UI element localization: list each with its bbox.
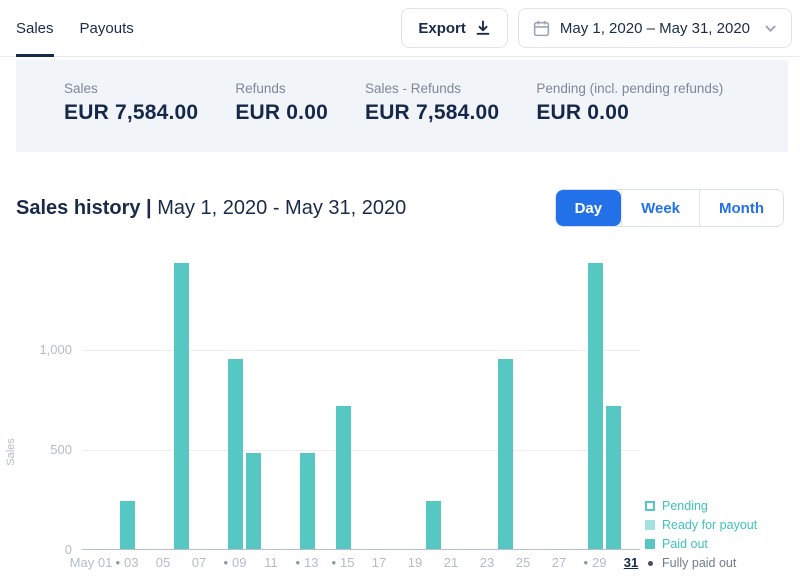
x-axis: May 01 • 03 05 07 • 09 11 • 13 • 15 17 19 21 23 25 27 • 29 3… <box>70 555 640 577</box>
legend-label: Ready for payout <box>662 518 758 532</box>
x-tick-day-17: 17 <box>371 555 387 570</box>
x-tick-day-7: 07 <box>191 555 207 570</box>
x-tick-day-9: • 09 <box>223 555 247 570</box>
bar-day-20[interactable] <box>425 501 441 549</box>
x-tick-day-13: • 13 <box>295 555 319 570</box>
fully-paid-dot-day-29: • <box>583 555 589 570</box>
y-tick-500: 500 <box>50 442 72 457</box>
export-button[interactable]: Export <box>401 8 508 48</box>
chart-plot <box>82 250 640 550</box>
x-tick-day-11: 11 <box>264 555 278 570</box>
tab-sales-label: Sales <box>16 19 54 37</box>
y-tick-1000: 1,000 <box>39 342 72 357</box>
y-tick-0: 0 <box>64 542 72 557</box>
x-tick-day-21: 21 <box>443 555 459 570</box>
summary-refunds: Refunds EUR 0.00 <box>235 81 328 152</box>
legend-item-pending: Pending <box>645 499 757 513</box>
calendar-icon <box>532 19 551 38</box>
summary-sales: Sales EUR 7,584.00 <box>64 81 198 152</box>
legend-label: Fully paid out <box>662 556 737 570</box>
bar-day-13[interactable] <box>299 453 315 549</box>
export-button-label: Export <box>418 19 466 37</box>
x-tick-day-25: 25 <box>515 555 531 570</box>
summary-sales-minus-refunds-value: EUR 7,584.00 <box>364 101 500 124</box>
summary-pending-value: EUR 0.00 <box>536 101 629 124</box>
bar-day-6[interactable] <box>173 263 189 549</box>
bar-day-30[interactable] <box>605 406 621 549</box>
legend-item-paid-out: Paid out <box>645 537 757 551</box>
date-range-label: May 1, 2020 – May 31, 2020 <box>559 19 750 37</box>
legend-swatch-outline <box>645 501 655 511</box>
sales-history-chart: Sales 0 500 1,000 May 01 • 03 05 07 • 09 11 • 13 • 15… <box>0 250 800 580</box>
bar-day-15[interactable] <box>335 406 351 549</box>
x-tick-day-31[interactable]: 31 <box>623 555 639 570</box>
legend-label: Pending <box>662 499 708 513</box>
x-tick-day-29: • 29 <box>583 555 607 570</box>
y-axis: 0 500 1,000 <box>0 250 72 557</box>
sales-history-date-range: May 1, 2020 - May 31, 2020 <box>157 196 407 219</box>
x-tick-day-1: May 01 <box>69 555 113 570</box>
bar-day-29[interactable] <box>587 263 603 549</box>
bar-day-3[interactable] <box>119 501 135 549</box>
granularity-toggle: Day Week Month <box>554 189 784 227</box>
toggle-month[interactable]: Month <box>699 190 783 226</box>
fully-paid-dot-day-15: • <box>331 555 337 570</box>
toggle-week[interactable]: Week <box>621 190 700 226</box>
x-tick-day-23: 23 <box>479 555 495 570</box>
download-icon <box>475 20 491 36</box>
toggle-day[interactable]: Day <box>555 190 622 226</box>
summary-sales-value: EUR 7,584.00 <box>64 101 199 124</box>
summary-refunds-label: Refunds <box>235 81 286 96</box>
chart-legend: Pending Ready for payout Paid out Fully pai… <box>645 499 757 575</box>
sales-history-header: Sales history | May 1, 2020 - May 31, 20… <box>16 188 784 228</box>
legend-swatch-dot <box>645 558 655 568</box>
bar-day-10[interactable] <box>245 453 261 549</box>
page-title: Sales history | May 1, 2020 - May 31, 20… <box>16 197 406 220</box>
summary-refunds-value: EUR 0.00 <box>235 101 328 124</box>
summary-sales-minus-refunds-label: Sales - Refunds <box>364 81 462 96</box>
nav-actions: Export May 1, 2020 – May 31, 2020 <box>401 8 792 48</box>
gridline-500 <box>82 450 640 451</box>
tab-payouts[interactable]: Payouts <box>80 0 134 56</box>
x-tick-day-15: • 15 <box>331 555 355 570</box>
fully-paid-dot-day-3: • <box>115 555 121 570</box>
x-tick-day-5: 05 <box>155 555 171 570</box>
fully-paid-dot-day-9: • <box>223 555 229 570</box>
chevron-down-icon <box>763 21 778 36</box>
x-tick-day-19: 19 <box>407 555 423 570</box>
legend-item-fully-paid-out: Fully paid out <box>645 556 757 570</box>
legend-swatch-light <box>645 520 655 530</box>
legend-label: Paid out <box>662 537 708 551</box>
bar-day-24[interactable] <box>497 359 513 549</box>
tab-payouts-label: Payouts <box>79 19 134 37</box>
legend-item-ready-for-payout: Ready for payout <box>645 518 757 532</box>
sales-history-title: Sales history | <box>16 196 152 219</box>
top-navigation: Sales Payouts Export May 1, 2020 – May 3… <box>0 0 800 57</box>
gridline-1000 <box>82 350 640 351</box>
summary-pending: Pending (incl. pending refunds) EUR 0.00 <box>536 81 723 152</box>
tab-sales[interactable]: Sales <box>16 0 54 57</box>
summary-sales-minus-refunds: Sales - Refunds EUR 7,584.00 <box>365 81 499 152</box>
date-range-picker[interactable]: May 1, 2020 – May 31, 2020 <box>517 8 792 48</box>
x-tick-day-27: 27 <box>551 555 567 570</box>
legend-swatch-solid <box>645 539 655 549</box>
nav-tabs: Sales Payouts <box>16 0 134 57</box>
summary-pending-label: Pending (incl. pending refunds) <box>536 81 724 96</box>
summary-panel: Sales EUR 7,584.00 Refunds EUR 0.00 Sale… <box>16 60 788 152</box>
bar-day-9[interactable] <box>227 359 243 549</box>
summary-sales-label: Sales <box>64 81 98 96</box>
fully-paid-dot-day-13: • <box>295 555 301 570</box>
x-tick-day-3: • 03 <box>115 555 139 570</box>
